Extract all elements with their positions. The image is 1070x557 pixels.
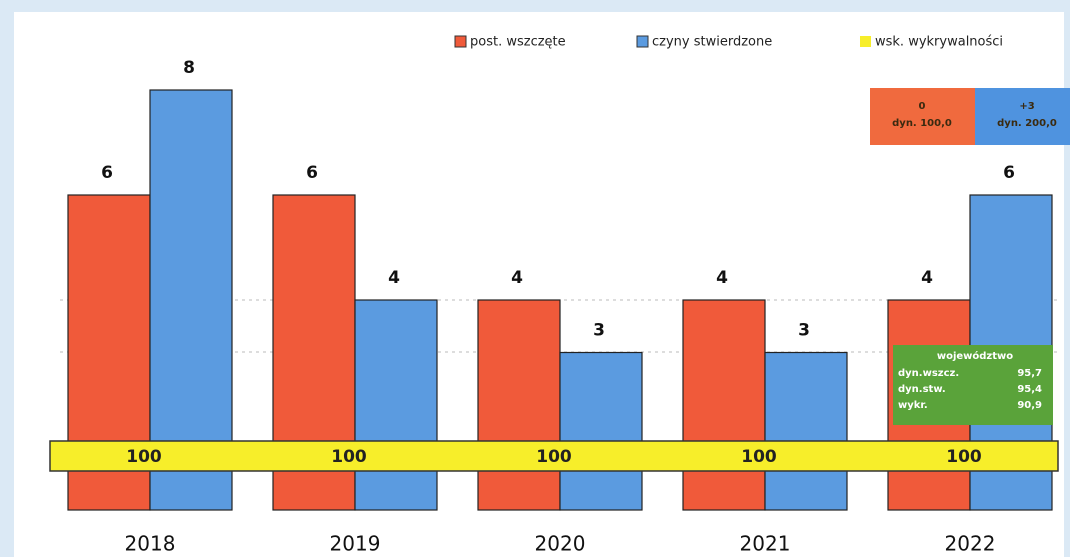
summary-value: 90,9 bbox=[1017, 400, 1042, 411]
band-label: 100 bbox=[536, 447, 572, 467]
bar bbox=[682, 299, 766, 511]
band-segment bbox=[868, 441, 1058, 471]
legend-label: czyny stwierdzone bbox=[652, 35, 772, 50]
summary-box bbox=[893, 345, 1053, 425]
annotation-box bbox=[975, 88, 1070, 145]
band-label: 100 bbox=[946, 447, 982, 467]
legend-label: post. wszczęte bbox=[470, 35, 566, 50]
summary-key: dyn.wszcz. bbox=[898, 368, 959, 379]
value-label: 6 bbox=[306, 163, 318, 183]
bar bbox=[477, 299, 561, 511]
x-tick-label: 2018 bbox=[125, 532, 176, 556]
bar bbox=[559, 351, 643, 511]
x-tick-label: 2021 bbox=[740, 532, 791, 556]
value-label: 4 bbox=[716, 268, 728, 288]
legend-swatch bbox=[860, 36, 871, 47]
annotation-box bbox=[870, 88, 975, 145]
value-label: 6 bbox=[101, 163, 113, 183]
band-label: 100 bbox=[331, 447, 367, 467]
annotation-text: dyn. 100,0 bbox=[892, 118, 952, 129]
bar bbox=[354, 299, 438, 511]
value-label: 3 bbox=[798, 321, 810, 341]
legend-swatch bbox=[636, 35, 649, 48]
legend-swatch bbox=[454, 35, 467, 48]
bar bbox=[149, 89, 233, 511]
band-segment bbox=[663, 441, 868, 471]
annotation-text: dyn. 200,0 bbox=[997, 118, 1057, 129]
band-segment bbox=[458, 441, 663, 471]
value-label: 8 bbox=[183, 58, 195, 78]
summary-title: województwo bbox=[937, 350, 1013, 362]
summary-key: dyn.stw. bbox=[898, 384, 946, 395]
band-label: 100 bbox=[126, 447, 162, 467]
legend-label: wsk. wykrywalności bbox=[875, 35, 1003, 50]
annotation-text: +3 bbox=[1019, 101, 1034, 112]
annotation-text: 0 bbox=[919, 101, 926, 112]
band-segment bbox=[253, 441, 458, 471]
x-tick-label: 2019 bbox=[330, 532, 381, 556]
x-tick-label: 2020 bbox=[535, 532, 586, 556]
bar bbox=[764, 351, 848, 511]
value-label: 4 bbox=[388, 268, 400, 288]
summary-value: 95,7 bbox=[1017, 368, 1042, 379]
band-label: 100 bbox=[741, 447, 777, 467]
value-label: 4 bbox=[511, 268, 523, 288]
band-segment bbox=[50, 441, 253, 471]
summary-value: 95,4 bbox=[1017, 384, 1042, 395]
value-label: 3 bbox=[593, 321, 605, 341]
x-tick-label: 2022 bbox=[945, 532, 996, 556]
band-outline bbox=[49, 440, 1059, 472]
value-label: 4 bbox=[921, 268, 933, 288]
value-label: 6 bbox=[1003, 163, 1015, 183]
summary-key: wykr. bbox=[898, 400, 928, 411]
